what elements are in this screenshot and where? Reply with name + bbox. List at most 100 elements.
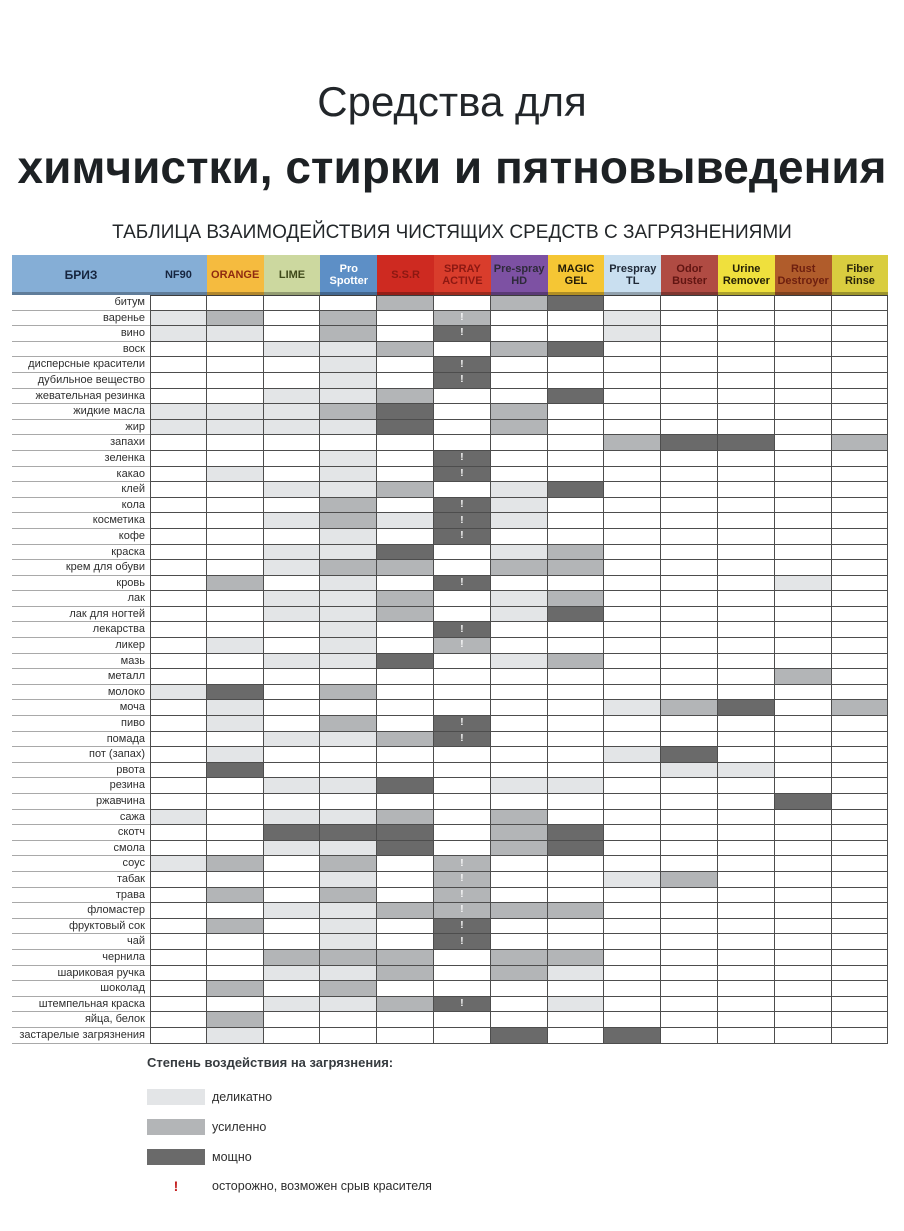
table-row: смола: [12, 840, 889, 857]
effect-cell: [831, 981, 889, 997]
effect-cell: [717, 653, 775, 670]
effect-cell: [490, 669, 548, 685]
effect-cell: [377, 528, 434, 545]
table-row: дисперсные красители!: [12, 357, 889, 373]
effect-cell: [320, 466, 378, 483]
effect-cell: [150, 357, 207, 373]
effect-cell: [377, 513, 434, 529]
effect-cell: [490, 622, 548, 639]
effect-cell: [150, 669, 207, 685]
effect-cell: !: [433, 310, 491, 327]
stain-label: помада: [12, 732, 150, 748]
effect-cell: [263, 575, 321, 592]
effect-cell: [263, 622, 321, 639]
effect-cell: [150, 435, 207, 451]
effect-cell: [206, 466, 264, 483]
effect-cell: [263, 544, 321, 561]
effect-cell: [433, 653, 491, 670]
effect-cell: [320, 794, 378, 810]
effect-cell: [774, 794, 832, 810]
effect-cell: [717, 419, 775, 436]
effect-cell: [717, 794, 775, 810]
effect-cell: [547, 840, 605, 857]
table-row: жир: [12, 419, 889, 436]
effect-cell: [490, 372, 548, 389]
effect-cell: [377, 856, 434, 872]
effect-cell: [717, 575, 775, 592]
dye-warning-icon: !: [460, 857, 464, 869]
effect-cell: [604, 326, 662, 342]
effect-cell: !: [433, 903, 491, 919]
stain-label: сажа: [12, 810, 150, 826]
effect-cell: [320, 949, 378, 966]
effect-cell: [547, 528, 605, 545]
effect-cell: [774, 716, 832, 732]
effect-cell: [604, 747, 662, 763]
effect-cell: [263, 825, 321, 841]
effect-cell: [150, 856, 207, 872]
effect-cell: [263, 887, 321, 904]
effect-cell: [831, 840, 889, 857]
effect-cell: [433, 700, 491, 717]
effect-cell: [206, 809, 264, 826]
table-body: битум варенье! вино! воск дисперсные красите…: [12, 295, 889, 1044]
table-row: кола!: [12, 497, 889, 514]
effect-cell: [320, 716, 378, 732]
effect-cell: [263, 606, 321, 623]
effect-cell: [490, 388, 548, 405]
effect-cell: [717, 887, 775, 904]
effect-cell: [831, 949, 889, 966]
effect-cell: [774, 482, 832, 498]
effect-cell: [831, 372, 889, 389]
effect-cell: [831, 591, 889, 607]
effect-cell: [433, 591, 491, 607]
effect-cell: !: [433, 934, 491, 950]
effect-cell: [263, 981, 321, 997]
stain-label: шариковая ручка: [12, 966, 150, 982]
effect-cell: [717, 482, 775, 498]
effect-cell: [604, 934, 662, 950]
stain-label: рвота: [12, 763, 150, 779]
effect-cell: [433, 388, 491, 405]
dye-warning-icon: !: [460, 374, 464, 386]
effect-cell: [377, 450, 434, 467]
effect-cell: [206, 310, 264, 327]
effect-cell: [150, 731, 207, 748]
effect-cell: [774, 497, 832, 514]
effect-cell: [547, 700, 605, 717]
effect-cell: [377, 934, 434, 950]
effect-cell: [490, 684, 548, 701]
effect-cell: [661, 560, 718, 576]
effect-cell: [490, 716, 548, 732]
effect-cell: [377, 357, 434, 373]
effect-cell: [206, 295, 264, 311]
effect-cell: [490, 949, 548, 966]
effect-cell: [320, 341, 378, 358]
effect-cell: [206, 996, 264, 1013]
effect-cell: [831, 887, 889, 904]
legend-item: мощно: [147, 1148, 432, 1165]
effect-cell: [433, 435, 491, 451]
effect-cell: [320, 903, 378, 919]
table-row: табак!: [12, 871, 889, 888]
effect-cell: [377, 560, 434, 576]
effect-cell: [263, 996, 321, 1013]
effect-cell: [377, 1027, 434, 1044]
effect-cell: [150, 450, 207, 467]
effect-cell: [661, 295, 718, 311]
effect-cell: [150, 716, 207, 732]
effect-cell: [604, 949, 662, 966]
effect-cell: !: [433, 450, 491, 467]
effect-cell: [604, 372, 662, 389]
effect-cell: [831, 560, 889, 576]
effect-cell: [831, 544, 889, 561]
legend-item-label: деликатно: [212, 1089, 273, 1104]
stain-label: металл: [12, 669, 150, 685]
stain-label: чернила: [12, 950, 150, 966]
effect-cell: [377, 809, 434, 826]
effect-cell: [150, 388, 207, 405]
effect-cell: [717, 747, 775, 763]
effect-cell: [433, 404, 491, 420]
effect-cell: [717, 918, 775, 935]
header-product-prespray-tl: Prespray TL: [604, 255, 662, 295]
